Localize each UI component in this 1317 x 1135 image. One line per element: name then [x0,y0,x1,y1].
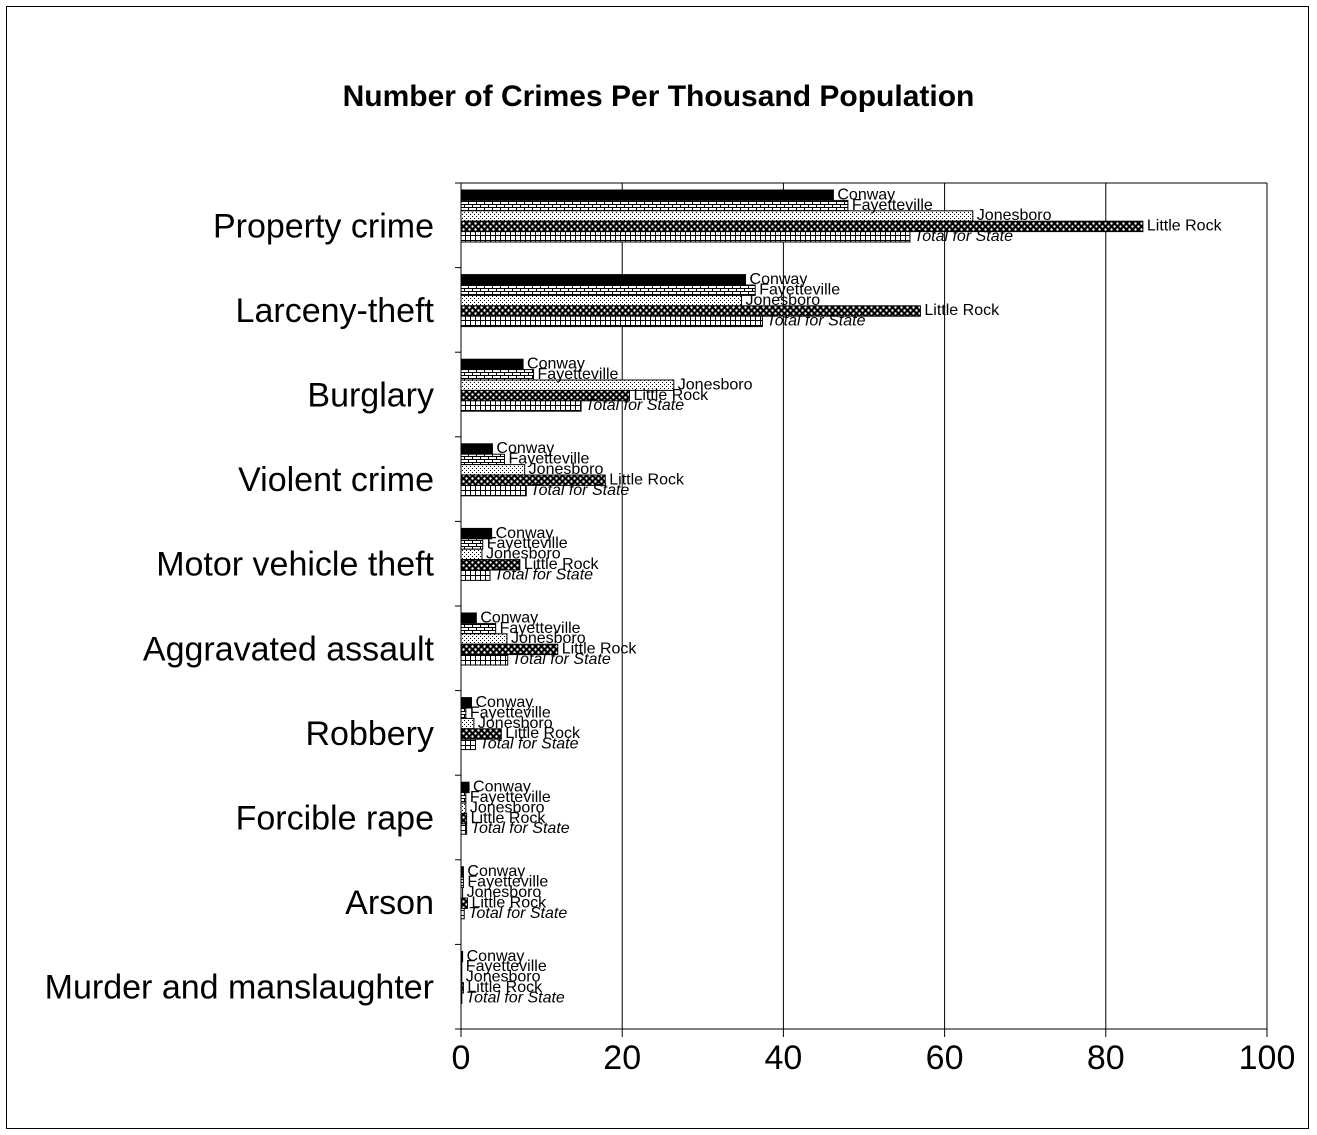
bar [460,284,756,296]
bar-label: Little Rock [471,894,547,911]
bar-label: Little Rock [1147,218,1223,235]
bar-label: Total for State [585,397,684,414]
bar [460,569,491,581]
x-tick-label: 80 [1087,1039,1125,1077]
bar-label: Fayetteville [500,620,581,637]
x-tick-label: 0 [452,1039,471,1077]
bar-label: Conway [467,948,525,965]
bar [460,802,467,814]
bar-label: Little Rock [505,725,581,742]
bar-label: Fayetteville [470,704,551,721]
bar-label: Total for State [512,651,611,668]
bar-label: Jonesboro [466,969,541,986]
bar [460,294,742,307]
x-tick-label: 20 [603,1039,641,1077]
category-label: Murder and manslaughter [45,969,434,1007]
bar-label: Little Rock [471,810,547,827]
bar-label: Little Rock [524,556,600,573]
bar [460,199,849,212]
bar-label: Total for State [530,482,629,499]
x-tick-label: 40 [764,1039,802,1077]
bar-label: Total for State [914,228,1013,245]
bar [460,707,467,719]
bar-label: Fayetteville [538,366,619,383]
bar [460,538,484,550]
bar [460,315,763,328]
category-label: Robbery [305,715,434,753]
bar-label: Fayetteville [487,535,568,552]
gridlines [461,182,1268,1029]
bar-label: Conway [467,863,525,880]
bar-label: Conway [480,609,538,626]
bar [460,231,911,243]
bar [460,443,493,455]
bar [460,738,477,751]
bar [460,792,467,804]
x-tick-label: 100 [1239,1039,1296,1077]
bar-label: Fayetteville [466,958,547,975]
bar-label: Total for State [766,313,865,330]
bar-label: Conway [473,779,531,796]
bar-label: Jonesboro [478,715,553,732]
bar-label: Conway [837,186,895,203]
axes [455,182,1268,1037]
bar [460,189,834,201]
bar [460,781,470,794]
bar-label: Jonesboro [678,376,753,393]
bar-label: Jonesboro [470,799,545,816]
bar-label: Jonesboro [977,207,1052,224]
bar-label: Conway [527,356,585,373]
bar-label: Jonesboro [745,292,820,309]
category-label: Arson [345,884,434,922]
bar-label: Fayetteville [470,789,551,806]
bar-label: Conway [475,694,533,711]
bars [460,189,1144,1004]
bar-label: Little Rock [633,387,709,404]
bar-label: Little Rock [467,979,543,996]
bar [460,612,477,624]
bar-label: Total for State [471,820,570,837]
bar [460,654,509,666]
bar [460,548,483,561]
bar [460,812,468,825]
bar-label: Total for State [466,989,565,1006]
bar-label: Jonesboro [511,630,586,647]
category-label: Forcible rape [236,800,434,838]
x-tick-label: 60 [926,1039,964,1077]
bar-label: Total for State [480,736,579,753]
bar-label: Conway [496,440,554,457]
bar-label: Conway [750,271,808,288]
category-label: Property crime [213,207,434,245]
bar-label: Total for State [494,566,593,583]
bar [460,484,527,497]
category-label: Larceny-theft [236,292,435,330]
category-label: Burglary [307,377,434,415]
bar-label: Little Rock [924,302,1000,319]
bar [460,823,468,835]
chart-title: Number of Crimes Per Thousand Population [342,80,975,113]
bar-label: Jonesboro [529,461,604,478]
bar-label: Fayetteville [759,281,840,298]
bar-label: Fayetteville [509,451,590,468]
bar-label: Fayetteville [467,874,548,891]
category-label: Violent crime [238,461,434,499]
bar-label: Jonesboro [467,884,542,901]
bar [460,400,582,412]
category-label: Aggravated assault [143,630,435,668]
bar [460,274,747,286]
bar-label: Little Rock [609,471,685,488]
bar-label: Jonesboro [486,546,561,563]
bar-label: Fayetteville [852,197,933,214]
category-label: Motor vehicle theft [156,546,434,584]
bar-label: Little Rock [562,641,638,658]
bar [460,358,524,371]
bar-label: Total for State [468,905,567,922]
bar-label: Conway [496,525,554,542]
bar [460,369,535,381]
